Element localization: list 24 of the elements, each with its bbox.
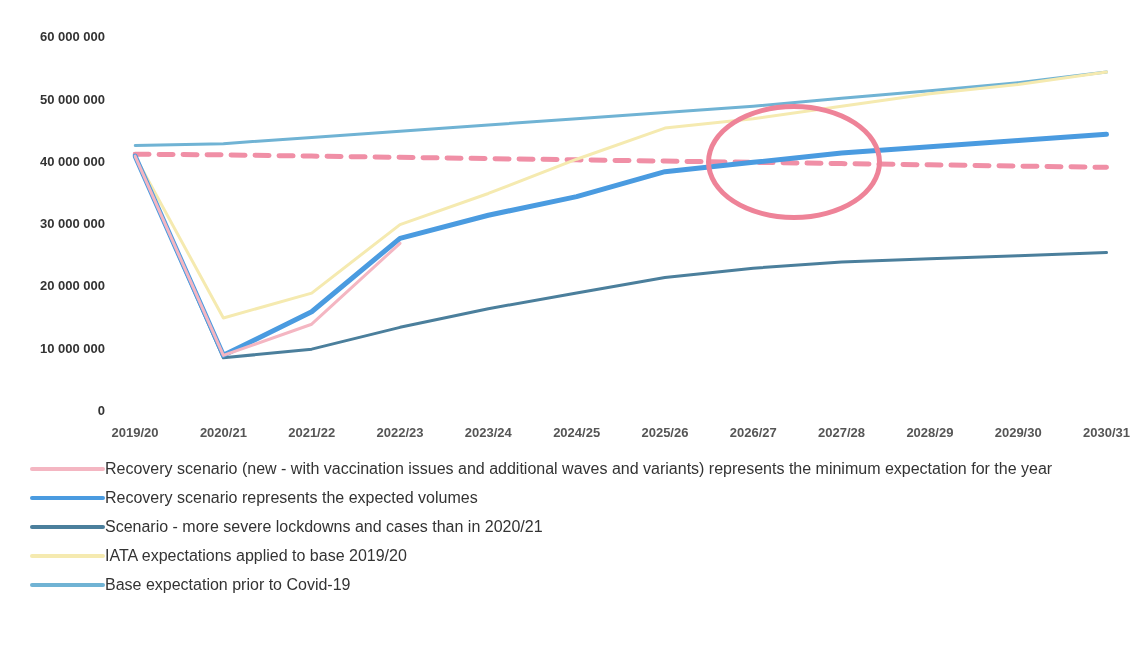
x-tick-label: 2023/24 [464,424,513,440]
legend-label: Recovery scenario represents the expected volumes [105,488,478,507]
x-tick-label: 2022/23 [376,424,424,440]
x-tick-label: 2020/21 [199,424,247,440]
legend-label: Recovery scenario (new - with vaccination issues and additional waves and variants) represents the minimum expectation for the year [105,459,1053,478]
x-tick-label: 2026/27 [729,424,777,440]
y-tick-label: 50 000 000 [39,91,106,107]
legend-label: Scenario - more severe lockdowns and cases than in 2020/21 [105,517,543,536]
x-tick-label: 2030/31 [1083,424,1130,440]
y-tick-label: 60 000 000 [39,29,106,45]
legend-label: IATA expectations applied to base 2019/20 [105,546,407,565]
x-tick-label: 2021/22 [288,424,336,440]
x-tick-label: 2024/25 [553,424,601,440]
x-tick-label: 2029/30 [994,424,1042,440]
x-tick-label: 2027/28 [818,424,866,440]
x-tick-label: 2028/29 [906,424,954,440]
y-tick-label: 10 000 000 [39,340,106,356]
legend-label: Base expectation prior to Covid-19 [105,575,351,594]
y-tick-label: 20 000 000 [39,278,106,294]
y-tick-label: 0 [97,402,106,418]
y-tick-label: 30 000 000 [39,216,106,232]
y-tick-label: 40 000 000 [39,153,106,169]
x-tick-label: 2025/26 [641,424,689,440]
x-tick-label: 2019/20 [111,424,159,440]
